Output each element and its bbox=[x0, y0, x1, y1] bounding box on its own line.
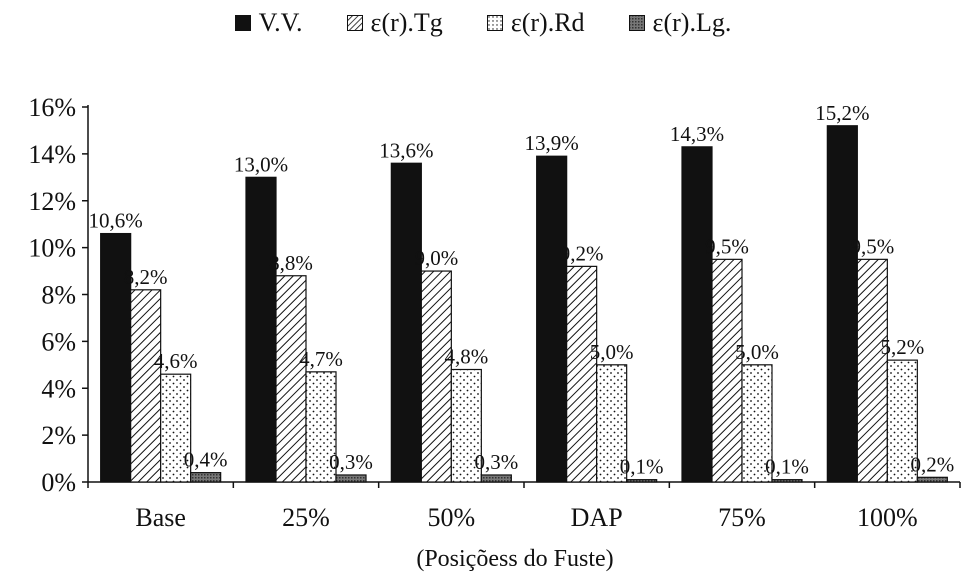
x-tick-label: 100% bbox=[857, 503, 918, 532]
data-label: 4,8% bbox=[444, 345, 488, 369]
data-label: 9,0% bbox=[414, 246, 458, 270]
bar bbox=[275, 275, 307, 483]
bar bbox=[826, 125, 858, 483]
x-tick-label: Base bbox=[135, 503, 186, 532]
bar bbox=[596, 364, 628, 483]
data-label: 0,3% bbox=[474, 450, 518, 474]
x-tick-label: 75% bbox=[718, 503, 766, 532]
data-label: 4,6% bbox=[154, 349, 198, 373]
y-tick-label: 12% bbox=[28, 187, 76, 216]
data-label: 5,0% bbox=[735, 340, 779, 364]
bar bbox=[741, 364, 773, 483]
bar bbox=[305, 371, 337, 483]
y-tick-label: 6% bbox=[41, 327, 76, 356]
legend-label: V.V. bbox=[258, 8, 303, 37]
data-label: 0,1% bbox=[620, 455, 664, 479]
data-label: 10,6% bbox=[89, 209, 143, 233]
x-tick-label: 25% bbox=[282, 503, 330, 532]
data-labels: 10,6% 13,0% 13,6% 13,9% 14,3% 15,2% 8,2% 8,8% 9,… bbox=[89, 101, 955, 479]
data-label: 0,1% bbox=[765, 455, 809, 479]
bar bbox=[190, 472, 222, 483]
y-tick-label: 8% bbox=[41, 281, 76, 310]
legend-label: ε(r).Lg. bbox=[652, 8, 732, 37]
data-label: 0,3% bbox=[329, 450, 373, 474]
legend-label: ε(r).Tg bbox=[370, 8, 443, 37]
legend-item-lg: ε(r).Lg. bbox=[628, 8, 732, 38]
bar bbox=[420, 270, 452, 483]
bar bbox=[856, 258, 888, 483]
y-tick-label: 0% bbox=[41, 468, 76, 497]
bar bbox=[335, 474, 367, 483]
bar bbox=[886, 359, 918, 483]
x-tick-label: DAP bbox=[571, 503, 623, 532]
legend-swatch-solid bbox=[234, 15, 251, 31]
data-label: 9,2% bbox=[560, 241, 604, 265]
axes: 0% 2% 4% 6% 8% 10% 12% 14% 16% Base 25% 50% DAP 75% 10… bbox=[28, 93, 961, 532]
data-label: 13,0% bbox=[234, 152, 288, 176]
data-label: 8,8% bbox=[269, 251, 313, 275]
y-tick-label: 4% bbox=[41, 374, 76, 403]
data-label: 13,6% bbox=[379, 138, 433, 162]
bar bbox=[536, 155, 568, 483]
data-label: 4,7% bbox=[299, 347, 343, 371]
y-tick-label: 16% bbox=[28, 93, 76, 122]
bar bbox=[390, 162, 422, 483]
y-tick-label: 10% bbox=[28, 234, 76, 263]
legend-swatch-crosshatch bbox=[628, 15, 645, 31]
bar bbox=[245, 176, 277, 483]
legend-label: ε(r).Rd bbox=[510, 8, 585, 37]
bar bbox=[100, 232, 132, 483]
x-axis-label: (Posiçõess do Fuste) bbox=[416, 546, 613, 572]
bar bbox=[771, 479, 803, 483]
bar bbox=[450, 368, 482, 483]
data-label: 15,2% bbox=[815, 101, 869, 125]
data-label: 13,9% bbox=[525, 131, 579, 155]
data-label: 0,2% bbox=[910, 452, 954, 476]
data-label: 5,2% bbox=[880, 335, 924, 359]
legend-item-vv: V.V. bbox=[234, 8, 303, 38]
data-label: 14,3% bbox=[670, 122, 724, 146]
bar bbox=[681, 146, 713, 483]
bar bbox=[711, 258, 743, 483]
y-tick-label: 14% bbox=[28, 140, 76, 169]
legend-item-rd: ε(r).Rd bbox=[486, 8, 585, 38]
legend-swatch-hatch bbox=[346, 15, 363, 31]
bar bbox=[916, 476, 948, 483]
bar bbox=[130, 289, 162, 483]
bars bbox=[100, 125, 948, 483]
data-label: 8,2% bbox=[124, 265, 168, 289]
data-label: 0,4% bbox=[184, 448, 228, 472]
x-tick-label: 50% bbox=[427, 503, 475, 532]
data-label: 9,5% bbox=[850, 234, 894, 258]
data-label: 9,5% bbox=[705, 234, 749, 258]
legend-swatch-dots bbox=[486, 15, 503, 31]
bar bbox=[160, 373, 192, 483]
chart-legend: V.V. ε(r).Tg ε(r).Rd ε(r).Lg. bbox=[0, 8, 966, 38]
bar bbox=[626, 479, 658, 483]
data-label: 5,0% bbox=[590, 340, 634, 364]
bar bbox=[566, 265, 598, 483]
legend-item-tg: ε(r).Tg bbox=[346, 8, 443, 38]
bar bbox=[480, 474, 512, 483]
y-tick-label: 2% bbox=[41, 421, 76, 450]
